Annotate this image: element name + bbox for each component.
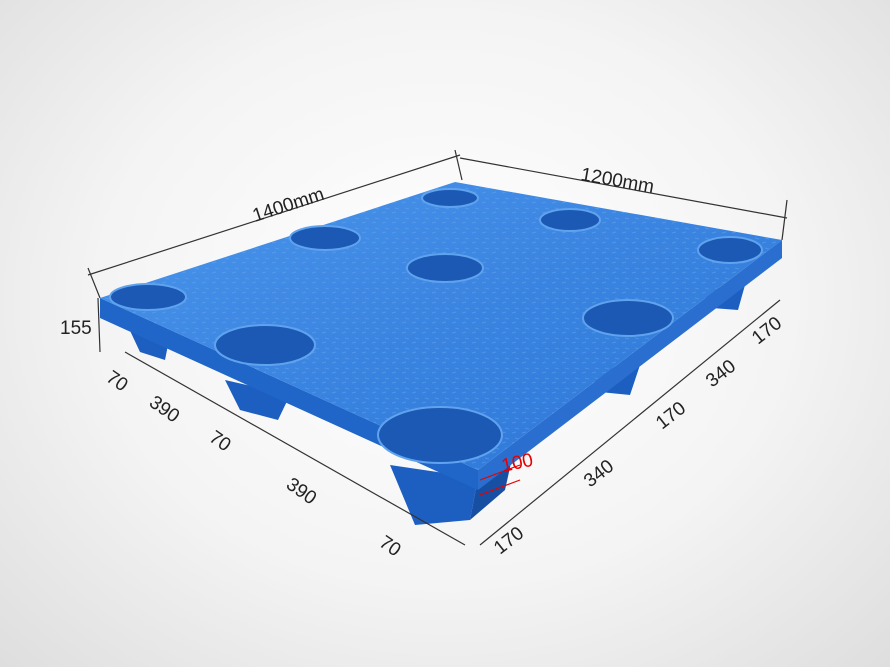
right-dim-label: 170: [490, 523, 528, 559]
left-dim-label: 390: [282, 474, 320, 509]
height-label: 155: [60, 318, 92, 339]
pallet-right-side: [478, 240, 782, 490]
length-label: 1400mm: [250, 184, 327, 227]
width-label: 1200mm: [579, 164, 655, 198]
right-dim-label: 340: [580, 456, 618, 492]
left-dim-label: 390: [145, 392, 183, 427]
right-dim-label: 170: [748, 313, 786, 349]
left-dim-label: 70: [102, 367, 131, 396]
leg-sockets: [109, 188, 763, 464]
left-dim-label: 70: [205, 427, 234, 456]
right-dim-label: 170: [652, 398, 690, 434]
right-dim-label: 340: [702, 356, 740, 392]
dimension-lines: [87, 149, 788, 546]
left-dim-label: 70: [375, 532, 404, 561]
